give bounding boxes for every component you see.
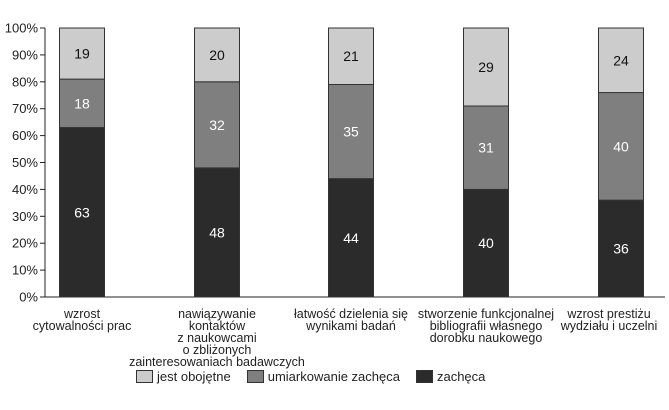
x-tick-label-line: nawiązywanie bbox=[178, 307, 256, 321]
bar-value-label: 19 bbox=[74, 46, 90, 62]
y-axis: 0% 10% 20% 30% 40% 50% 60% 70% 80% 90% 100% bbox=[5, 21, 665, 305]
bar-value-label: 20 bbox=[209, 47, 225, 63]
x-tick-label: nawiązywanie kontaktów z naukowcami o zbliż… bbox=[129, 307, 305, 369]
x-tick-label-line: wydziału i uczelni bbox=[560, 319, 658, 333]
bar-segment bbox=[194, 81, 240, 169]
x-tick-label-line: wzrost bbox=[63, 307, 101, 321]
bar-segment bbox=[59, 78, 105, 129]
y-tick-label: 0% bbox=[19, 290, 38, 305]
bar-segment bbox=[328, 27, 374, 85]
x-tick-label-line: wynikami badań bbox=[305, 319, 396, 333]
bars: 63 18 19 48 32 20 44 35 21 40 31 29 36 40 24 bbox=[59, 27, 644, 298]
y-tick-label: 20% bbox=[12, 236, 38, 251]
bar-segment bbox=[463, 188, 509, 298]
x-tick-label: wzrost prestiżu wydziału i uczelni bbox=[560, 307, 658, 333]
bar-value-label: 18 bbox=[74, 95, 90, 111]
y-tick-label: 50% bbox=[12, 155, 38, 170]
x-tick-label-line: bibliografii własnego bbox=[430, 319, 543, 333]
x-tick-label-line: łatwość dzielenia się bbox=[294, 307, 408, 321]
y-tick-label: 80% bbox=[12, 74, 38, 89]
bar-value-label: 40 bbox=[613, 138, 629, 154]
legend-swatch-obojetne bbox=[136, 369, 153, 383]
bar-segment bbox=[194, 167, 240, 298]
bar-segment bbox=[463, 105, 509, 190]
x-tick-label-line: cytowalności prac bbox=[33, 319, 132, 333]
bar-value-label: 44 bbox=[343, 230, 359, 246]
legend-item-umiarkowanie: umiarkowanie zachęca bbox=[246, 368, 400, 384]
bar-segment bbox=[328, 178, 374, 298]
legend-item-zacheca: zachęca bbox=[415, 368, 486, 384]
bar-segment bbox=[194, 27, 240, 83]
x-tick-label: stworzenie funkcjonalnej bibliografii wła… bbox=[418, 307, 554, 345]
y-tick-label: 40% bbox=[12, 182, 38, 197]
x-tick-label-line: wzrost prestiżu bbox=[566, 307, 650, 321]
x-tick-label-line: z naukowcami bbox=[177, 331, 256, 345]
x-tick-label-line: zainteresowaniach badawczych bbox=[129, 355, 305, 369]
bar-segment bbox=[59, 27, 105, 80]
x-tick-label: łatwość dzielenia się wynikami badań bbox=[294, 307, 408, 333]
y-tick-label: 70% bbox=[12, 101, 38, 116]
bar-segment bbox=[59, 127, 105, 298]
bar-segment bbox=[598, 199, 644, 298]
y-tick-label: 90% bbox=[12, 47, 38, 62]
legend: jest obojętne umiarkowanie zachęca zachę… bbox=[136, 366, 501, 386]
bar-value-label: 48 bbox=[209, 224, 225, 240]
bar-value-label: 31 bbox=[478, 140, 494, 156]
bar-value-label: 32 bbox=[209, 117, 225, 133]
legend-label-umiarkowanie: umiarkowanie zachęca bbox=[267, 368, 400, 384]
y-tick-label: 30% bbox=[12, 209, 38, 224]
legend-item-obojetne: jest obojętne bbox=[136, 369, 231, 384]
bar-segment bbox=[328, 83, 374, 180]
y-tick-label: 100% bbox=[5, 21, 39, 36]
bar-value-label: 21 bbox=[343, 48, 359, 64]
bar-segment bbox=[598, 27, 644, 94]
bar-value-label: 35 bbox=[343, 124, 359, 140]
y-tick-label: 10% bbox=[12, 263, 38, 278]
x-tick-label-line: kontaktów bbox=[189, 319, 246, 333]
legend-label-zacheca: zachęca bbox=[436, 368, 486, 384]
legend-swatch-zacheca bbox=[415, 369, 433, 383]
x-tick-label-line: dorobku naukowego bbox=[430, 331, 543, 345]
bar-value-label: 29 bbox=[478, 59, 494, 75]
bar-value-label: 63 bbox=[74, 204, 90, 220]
bar-segment bbox=[598, 92, 644, 201]
bar-value-label: 24 bbox=[613, 52, 629, 68]
x-tick-label-line: o zbliżonych bbox=[183, 343, 252, 357]
x-tick-label: wzrost cytowalności prac bbox=[33, 307, 132, 333]
x-tick-label-line: stworzenie funkcjonalnej bbox=[418, 307, 554, 321]
bar-value-label: 40 bbox=[478, 235, 494, 251]
legend-swatch-umiarkowanie bbox=[246, 369, 264, 383]
bar-segment bbox=[463, 27, 509, 107]
legend-label-obojetne: jest obojętne bbox=[157, 368, 231, 384]
bar-value-label: 36 bbox=[613, 241, 629, 257]
y-tick-label: 60% bbox=[12, 128, 38, 143]
